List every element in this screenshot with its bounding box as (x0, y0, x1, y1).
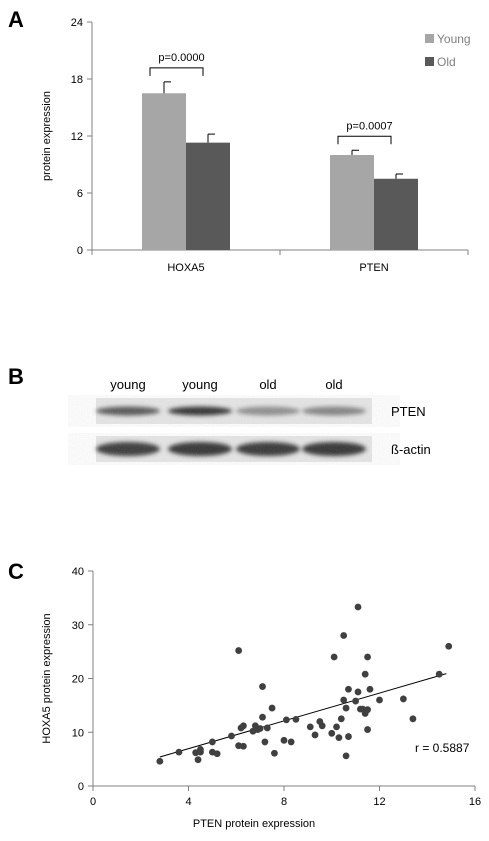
legend-swatch (425, 57, 434, 66)
scatter-point (345, 733, 352, 740)
scatter-point (208, 738, 216, 746)
blot-grain (96, 398, 372, 424)
lane-label: old (325, 377, 342, 392)
scatter-point (354, 603, 362, 611)
x-tick-label: 8 (281, 796, 287, 808)
scatter-point (306, 723, 314, 731)
scatter-point (366, 685, 374, 693)
y-tick-label: 10 (72, 727, 84, 739)
blot-row-label: PTEN (391, 404, 426, 419)
y-axis-label: protein expression (41, 91, 53, 181)
lane-label: young (182, 377, 217, 392)
scatter-point (333, 723, 340, 731)
scatter-point (240, 742, 247, 750)
scatter-point (271, 749, 278, 757)
y-tick-label: 30 (72, 620, 84, 632)
x-tick-label: HOXA5 (167, 262, 204, 274)
panel-letter-c: C (8, 559, 24, 584)
y-tick-label: 40 (72, 566, 84, 578)
scatter-point (409, 715, 417, 723)
scatter-point (263, 724, 271, 732)
scatter-point (287, 738, 295, 746)
scatter-point (376, 696, 383, 704)
scatter-point (259, 683, 266, 690)
scatter-point (256, 725, 264, 732)
scatter-point (235, 647, 243, 654)
blot-image: young young old old PTEN ß-actin (96, 377, 431, 462)
lane-label: young (110, 377, 145, 392)
legend-swatch (425, 34, 434, 43)
y-tick-label: 0 (78, 781, 84, 793)
x-axis-label: PTEN protein expression (193, 818, 315, 830)
scatter-point (156, 757, 164, 765)
scatter-point (259, 713, 266, 721)
x-tick-label: 16 (469, 796, 481, 808)
significance-bracket (149, 67, 204, 76)
bar (186, 142, 230, 250)
bar-chart-panel-a: A 0 6 12 18 24 protein expression HOXA5 p=0.000… (8, 7, 471, 274)
scatter-point (337, 715, 345, 723)
correlation-label: r = 0.5887 (415, 741, 470, 755)
scatter-point (399, 695, 407, 703)
y-tick-label: 0 (77, 245, 83, 257)
scatter-point (364, 706, 371, 714)
blot-grain (96, 436, 372, 462)
scatter-point (342, 752, 350, 760)
bar-chart-plot: 0 6 12 18 24 protein expression HOXA5 p=0.0000 P… (41, 17, 471, 274)
legend-label: Old (437, 55, 456, 69)
trend-line (159, 673, 447, 758)
scatter-point (240, 722, 247, 730)
x-tick-label: 0 (90, 796, 96, 808)
y-tick-label: 12 (71, 131, 83, 143)
scatter-point (330, 653, 338, 661)
scatter-point (340, 696, 348, 704)
x-tick-label: 4 (185, 796, 191, 808)
scatter-point (335, 734, 343, 742)
scatter-point (340, 632, 348, 639)
significance-bracket (337, 135, 392, 145)
scatter-point (311, 731, 319, 739)
scatter-point (228, 732, 235, 740)
y-tick-label: 20 (72, 674, 84, 686)
bar (374, 178, 418, 250)
panel-letter-a: A (8, 7, 24, 32)
scatter-point (268, 704, 276, 712)
bar (142, 93, 186, 250)
scatter-point (175, 748, 183, 756)
scatter-point (342, 704, 350, 712)
scatter-point (197, 748, 204, 756)
legend-label: Young (437, 32, 471, 46)
scatter-point (435, 670, 443, 678)
y-tick-label: 18 (71, 74, 83, 86)
scatter-point (361, 670, 369, 678)
scatter-point (364, 726, 371, 733)
scatter-point (280, 736, 288, 744)
y-tick-label: 24 (71, 17, 83, 29)
scatter-point (445, 642, 453, 650)
scatter-point (328, 729, 336, 737)
blot-row-label: ß-actin (391, 442, 431, 457)
x-tick-label: 12 (373, 796, 385, 808)
scatter-point (282, 716, 290, 724)
scatter-point (318, 722, 326, 730)
scatter-point (213, 750, 221, 758)
scatter-point (292, 715, 300, 723)
scatter-point (345, 685, 352, 693)
y-tick-label: 6 (77, 188, 83, 200)
y-axis-label: HOXA5 protein expression (41, 613, 53, 743)
x-tick-label: PTEN (359, 262, 388, 274)
lane-label: old (259, 377, 276, 392)
western-blot-panel-b: B young young old old PTEN ß-actin (8, 364, 431, 462)
scatter-plot-area: 0 10 20 30 40 0 4 8 12 16 PTEN protein expression H… (41, 566, 481, 830)
p-value-label: p=0.0007 (346, 120, 392, 132)
scatter-point (354, 688, 362, 696)
scatter-point (352, 697, 360, 705)
p-value-label: p=0.0000 (158, 52, 204, 64)
scatter-point (261, 738, 269, 746)
scatter-point (364, 653, 371, 661)
panel-letter-b: B (8, 364, 24, 389)
scatter-point (194, 756, 202, 764)
bar (330, 155, 374, 250)
scatter-plot-panel-c: C 0 10 20 30 40 0 4 8 12 16 PTEN protein expressio… (8, 559, 481, 830)
